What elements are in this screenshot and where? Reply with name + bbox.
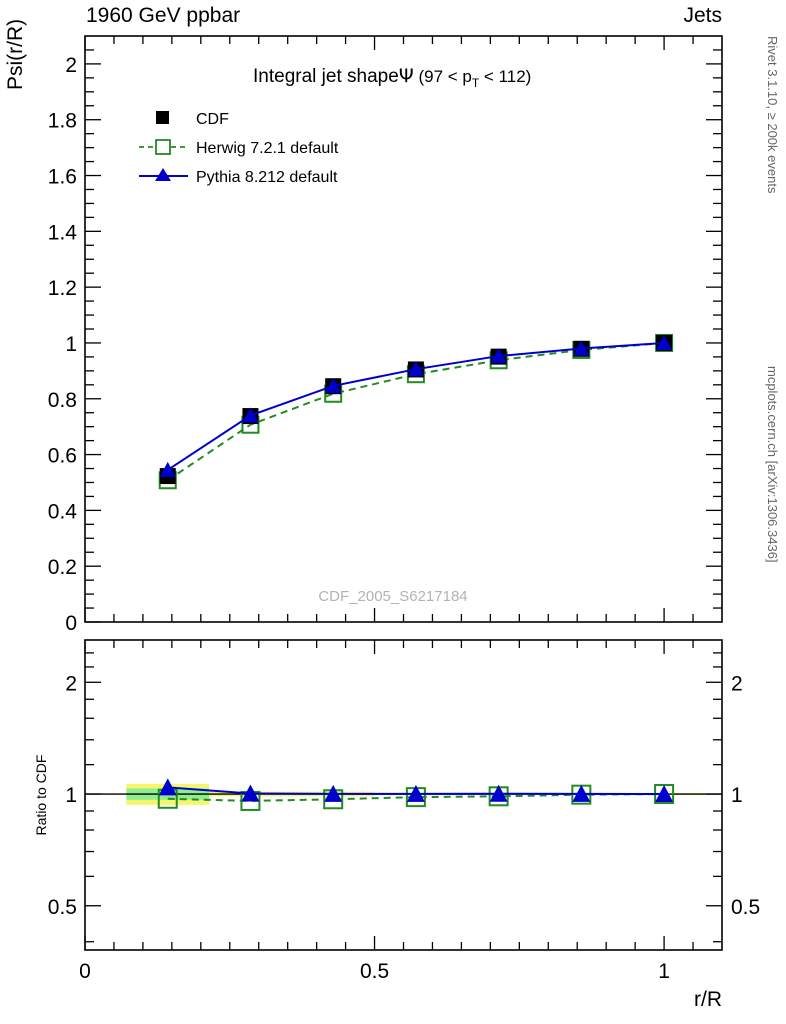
main-y-ticks: 0 0.2 0.4 0.6 0.8 1 1.2 1.4 1.6 1.8 2 (48, 49, 101, 635)
plot-title-cond-sub: T (472, 76, 480, 90)
plot-title: Integral jet shapeΨ (97 < pT < 112) (253, 65, 531, 90)
data-point-marker (158, 778, 177, 796)
y-tick-label: 0 (65, 612, 77, 635)
ratio-y-tick-label: 0.5 (48, 896, 77, 919)
header-right: Jets (683, 4, 722, 27)
side-label-mcplots: mcplots.cern.ch [arXiv:1306.3436] (765, 366, 780, 563)
data-point-marker (489, 784, 508, 802)
x-axis-title: r/R (694, 988, 722, 1011)
plot-title-main: Integral jet shape (253, 66, 399, 87)
x-tick-label: 0 (79, 960, 91, 983)
y-tick-label: 1 (65, 333, 77, 356)
ratio-y-tick-label: 1 (65, 784, 77, 807)
x-axis-tick-labels: 0 0.5 1 (79, 960, 670, 983)
data-point-marker (241, 784, 260, 802)
x-tick-label: 1 (658, 960, 670, 983)
data-point-marker (242, 407, 259, 423)
main-panel-frame (84, 35, 723, 623)
data-point-marker (573, 340, 590, 356)
data-point-marker (406, 784, 425, 802)
data-point-marker (407, 361, 424, 377)
data-point-marker (572, 784, 591, 802)
data-point-marker (656, 334, 673, 350)
ratio-y-tick-label-right: 2 (731, 672, 743, 695)
legend-item-pythia[interactable]: Pythia 8.212 default (139, 168, 338, 186)
legend-item-cdf[interactable]: CDF (156, 111, 229, 128)
legend-label-cdf: CDF (196, 111, 229, 128)
header-left: 1960 GeV ppbar (86, 4, 240, 27)
y-tick-label: 0.2 (48, 556, 77, 579)
y-tick-label: 2 (65, 54, 77, 77)
side-label-rivet: Rivet 3.1.10, ≥ 200k events (765, 36, 780, 194)
plot-title-symbol: Ψ (399, 65, 414, 87)
x-tick-label: 0.5 (360, 960, 389, 983)
ratio-y-tick-label-right: 1 (731, 784, 743, 807)
main-x-ticks (84, 36, 694, 622)
data-point-marker (159, 461, 176, 477)
legend: CDF Herwig 7.2.1 default Pythia 8.212 de… (139, 111, 339, 186)
y-tick-label: 1.8 (48, 110, 77, 133)
ratio-x-ticks (84, 640, 694, 950)
ratio-y-tick-label-right: 0.5 (731, 896, 760, 919)
data-point-marker (655, 785, 674, 803)
plot-title-cond-pre: (97 < p (414, 67, 472, 86)
main-right-ticks (706, 49, 722, 609)
legend-marker-pythia (155, 168, 171, 181)
y-tick-label: 0.6 (48, 445, 77, 468)
legend-item-herwig[interactable]: Herwig 7.2.1 default (139, 139, 339, 157)
series-line (167, 341, 665, 482)
y-tick-label: 1.4 (48, 221, 78, 244)
data-point-marker (490, 348, 507, 364)
ratio-series-group (157, 778, 675, 811)
plot-title-cond-post: < 112) (479, 67, 531, 86)
dataset-watermark: CDF_2005_S6217184 (318, 588, 467, 605)
data-point-marker (325, 377, 342, 393)
main-series-group (158, 333, 674, 490)
y-tick-label: 1.6 (48, 166, 77, 189)
y-tick-label: 0.4 (48, 500, 78, 523)
ratio-y-axis-title: Ratio to CDF (33, 755, 49, 836)
legend-label-pythia: Pythia 8.212 default (196, 169, 338, 186)
ratio-y-tick-label: 2 (65, 672, 77, 695)
main-y-axis-title: Psi(r/R) (4, 19, 27, 90)
y-tick-label: 1.2 (48, 277, 77, 300)
legend-marker-herwig (155, 139, 171, 155)
data-point-marker (324, 784, 343, 802)
ratio-y-labels: 0.5 0.5 1 1 2 2 (48, 672, 760, 918)
y-tick-label: 0.8 (48, 389, 77, 412)
legend-marker-cdf (156, 111, 169, 124)
legend-label-herwig: Herwig 7.2.1 default (196, 140, 339, 157)
